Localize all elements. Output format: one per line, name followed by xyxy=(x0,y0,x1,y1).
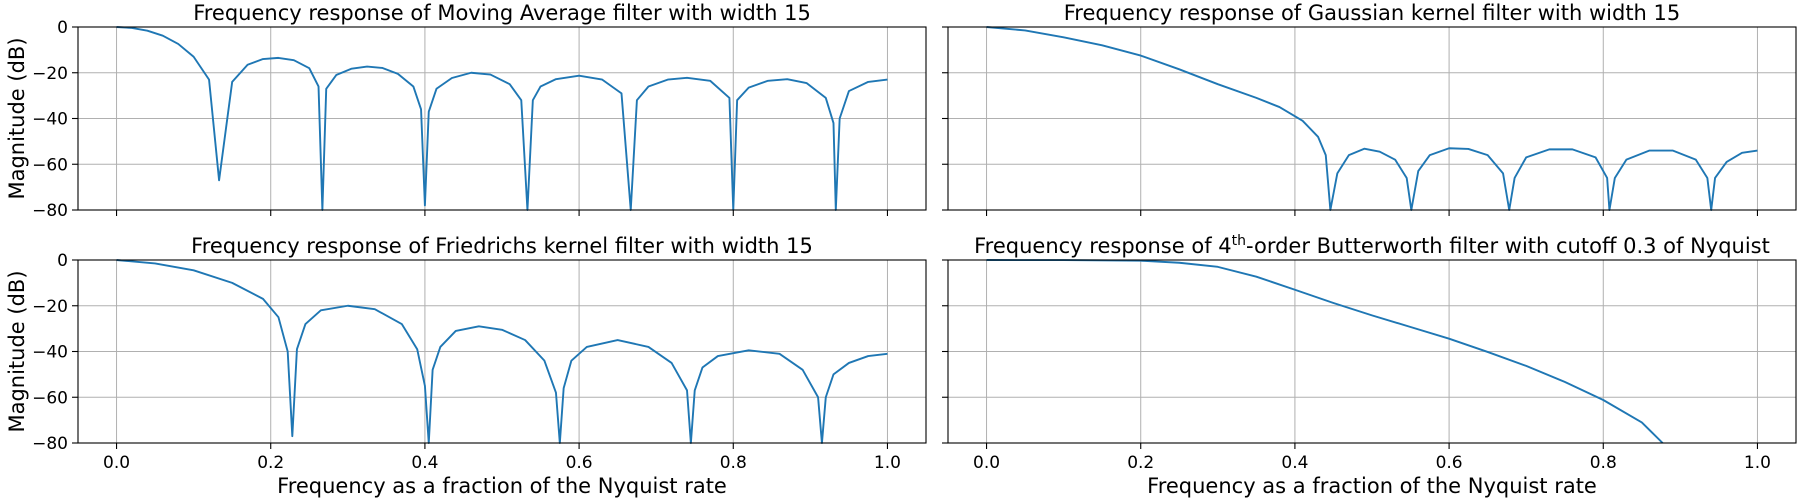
chart-title-part: Frequency response of 4 xyxy=(974,234,1232,258)
y-tick-label: −80 xyxy=(32,434,68,454)
x-tick-label: 0.8 xyxy=(1590,453,1617,473)
series-line-0 xyxy=(116,259,888,444)
grid xyxy=(948,259,1796,444)
x-axis-label: Frequency as a fraction of the Nyquist r… xyxy=(277,474,727,498)
y-tick-label: −40 xyxy=(32,110,68,130)
ticks: 0 −20 −40 −60 −80 xyxy=(32,18,889,221)
y-tick-label: 0 xyxy=(57,18,68,38)
x-tick-label: 0.4 xyxy=(411,453,438,473)
subplot-friedrichs: Frequency response of Friedrichs kernel … xyxy=(5,234,927,498)
series-line-0 xyxy=(986,259,1664,444)
subplot-moving-average: Frequency response of Moving Average fil… xyxy=(5,1,927,221)
y-tick-label: −80 xyxy=(32,201,68,221)
ticks: 0.0 0.2 0.4 0.6 0.8 1.0 0 −20 −40 −60 −80 xyxy=(32,251,901,473)
chart-title: Frequency response of 4th-order Butterwo… xyxy=(974,233,1770,258)
x-axis-label: Frequency as a fraction of the Nyquist r… xyxy=(1147,474,1597,498)
x-tick-label: 0.4 xyxy=(1281,453,1308,473)
chart-title-superscript: th xyxy=(1232,233,1246,249)
x-tick-label: 0.0 xyxy=(103,453,130,473)
grid xyxy=(948,26,1796,211)
y-tick-label: −60 xyxy=(32,388,68,408)
y-tick-label: 0 xyxy=(57,251,68,271)
y-tick-label: −20 xyxy=(32,64,68,84)
y-axis-label: Magnitude (dB) xyxy=(5,270,29,432)
chart-title: Frequency response of Moving Average fil… xyxy=(193,1,811,25)
series-line-0 xyxy=(986,26,1758,211)
y-tick-label: −60 xyxy=(32,155,68,175)
ticks xyxy=(942,26,1759,216)
x-tick-label: 1.0 xyxy=(874,453,901,473)
y-tick-label: −40 xyxy=(32,343,68,363)
x-tick-label: 0.6 xyxy=(566,453,593,473)
subplot-butterworth: Frequency response of 4th-order Butterwo… xyxy=(942,233,1797,498)
y-axis-label: Magnitude (dB) xyxy=(5,37,29,199)
grid xyxy=(78,26,926,211)
x-tick-label: 0.6 xyxy=(1436,453,1463,473)
chart-title-part: -order Butterworth filter with cutoff 0.… xyxy=(1246,234,1770,258)
x-tick-label: 0.2 xyxy=(1127,453,1154,473)
ticks: 0.0 0.2 0.4 0.6 0.8 1.0 xyxy=(942,259,1771,473)
x-tick-label: 0.8 xyxy=(720,453,747,473)
chart-title: Frequency response of Friedrichs kernel … xyxy=(191,234,813,258)
subplot-gaussian: Frequency response of Gaussian kernel fi… xyxy=(942,1,1797,216)
chart-title: Frequency response of Gaussian kernel fi… xyxy=(1064,1,1681,25)
x-tick-label: 0.2 xyxy=(257,453,284,473)
grid xyxy=(78,259,926,444)
x-tick-label: 1.0 xyxy=(1744,453,1771,473)
series-line-0 xyxy=(116,26,888,211)
x-tick-label: 0.0 xyxy=(973,453,1000,473)
y-tick-label: −20 xyxy=(32,297,68,317)
